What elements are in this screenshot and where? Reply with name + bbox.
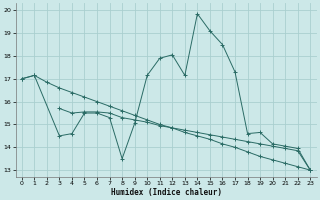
- X-axis label: Humidex (Indice chaleur): Humidex (Indice chaleur): [110, 188, 221, 197]
